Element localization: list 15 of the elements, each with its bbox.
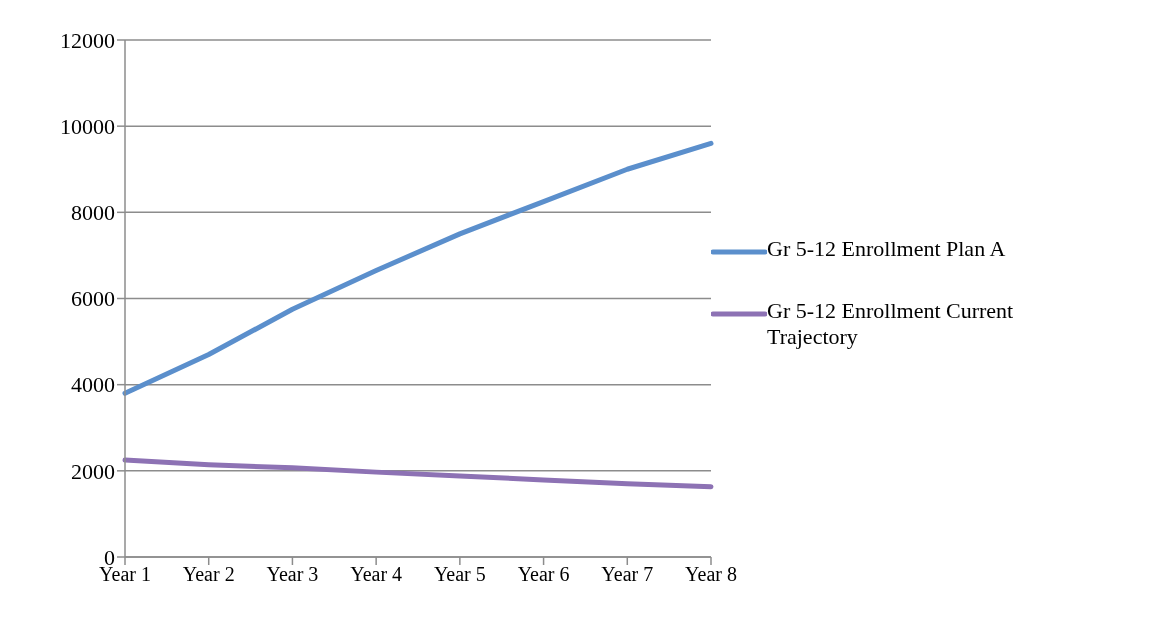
x-tick-label: Year 4 [350,563,403,586]
legend-label: Gr 5-12 Enrollment Plan A [767,235,1006,262]
x-tick-label: Year 2 [182,563,235,586]
x-tick-label: Year 5 [433,563,486,586]
x-tick-label: Year 8 [685,563,737,586]
y-tick-label: 6000 [71,286,115,312]
x-tick-label: Year 6 [517,563,570,586]
x-tick-label: Year 3 [266,563,319,586]
y-tick-label: 2000 [71,458,115,484]
y-tick-label: 8000 [71,200,115,226]
legend-label: Gr 5-12 Enrollment Current Trajectory [767,297,1015,350]
y-tick-label: 10000 [60,113,115,139]
y-tick-label: 4000 [71,372,115,398]
y-tick-label: 12000 [60,27,115,53]
x-tick-label: Year 7 [601,563,654,586]
